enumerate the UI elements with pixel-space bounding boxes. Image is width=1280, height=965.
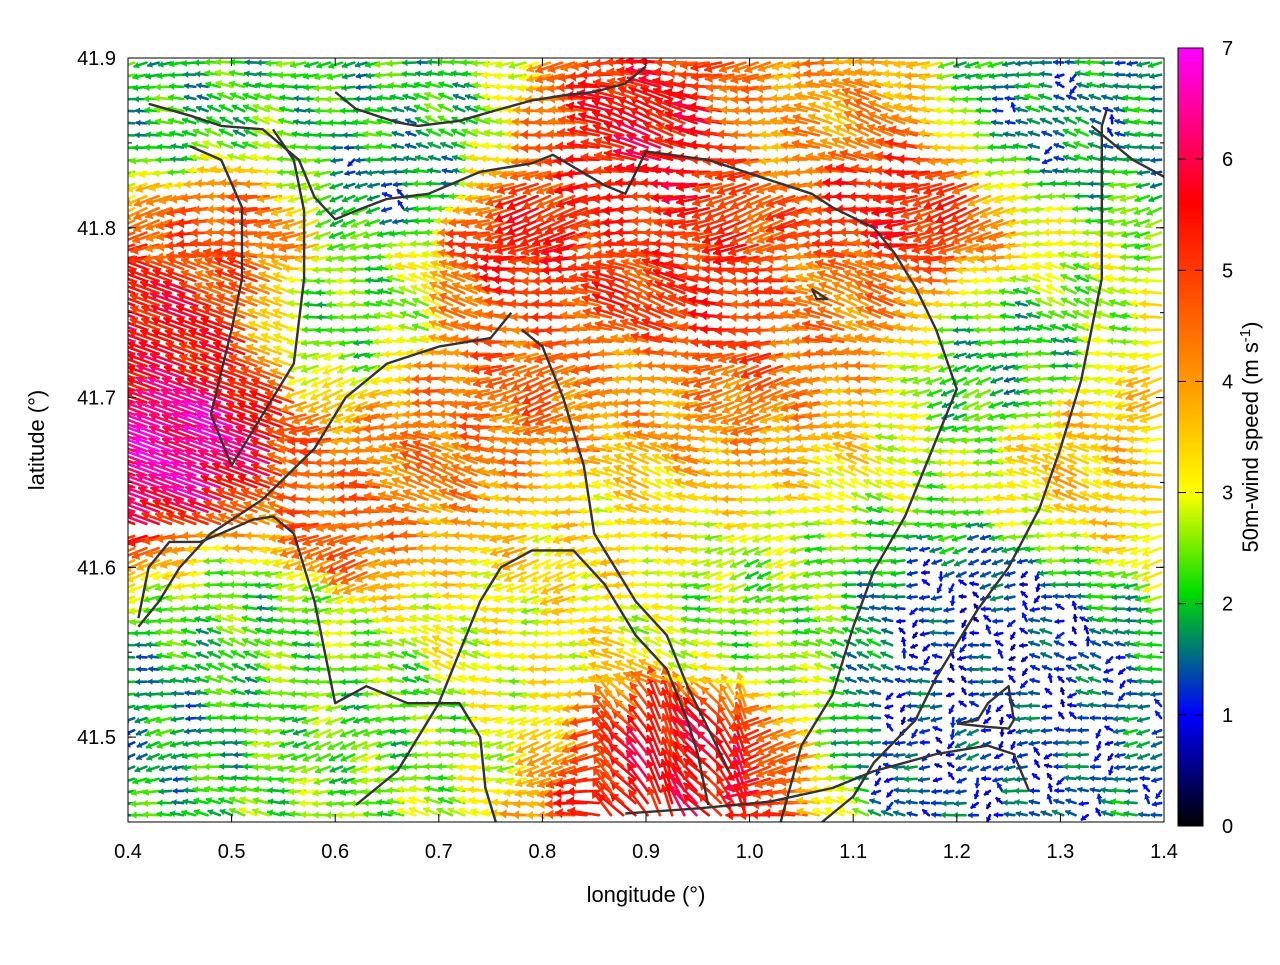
wind-vector [974,593,978,597]
wind-vector [937,738,941,742]
